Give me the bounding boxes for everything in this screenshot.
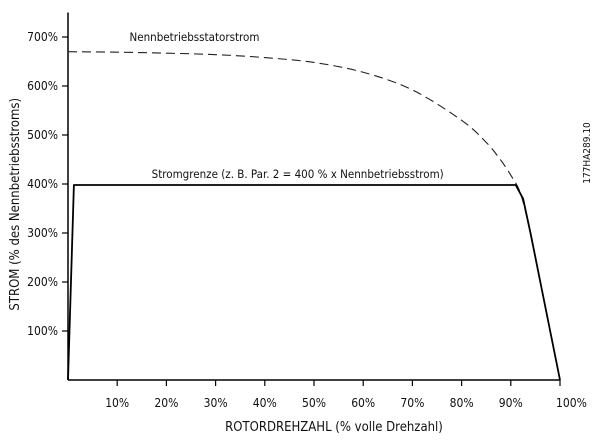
y-tick-label: 500%: [27, 128, 58, 142]
figure-code: 177HA289.10: [582, 122, 593, 184]
x-tick-label: 100%: [556, 396, 587, 410]
x-axis-title: ROTORDREHZAHL (% volle Drehzahl): [225, 420, 443, 435]
x-tick-label: 70%: [400, 396, 424, 410]
x-tick-label: 30%: [204, 396, 228, 410]
x-tick-label: 80%: [450, 396, 474, 410]
x-tick-label: 40%: [253, 396, 277, 410]
current-limit-curve: [67, 184, 561, 381]
x-tick-label: 50%: [302, 396, 326, 410]
y-tick-label: 300%: [27, 226, 58, 240]
x-tick-label: 90%: [499, 396, 523, 410]
x-tick-label: 20%: [154, 396, 178, 410]
y-tick-label: 100%: [27, 324, 58, 338]
series-group: [67, 51, 561, 381]
annotation-stator-current: Nennbetriebsstatorstrom: [130, 30, 260, 44]
annotations-group: Nennbetriebsstatorstrom Stromgrenze (z. B…: [130, 30, 444, 181]
x-tick-label: 60%: [351, 396, 375, 410]
x-axis-ticks: 10% 20% 30% 40% 50% 60% 70% 80% 90% 100%: [105, 380, 587, 410]
x-tick-label: 10%: [105, 396, 129, 410]
y-tick-label: 400%: [27, 177, 58, 191]
y-tick-label: 200%: [27, 275, 58, 289]
y-axis-title: STROM (% des Nennbetriebsstroms): [8, 98, 23, 311]
annotation-current-limit: Stromgrenze (z. B. Par. 2 = 400 % x Nenn…: [152, 167, 444, 181]
y-axis-ticks: 100% 200% 300% 400% 500% 600% 700%: [27, 30, 68, 338]
y-tick-label: 700%: [27, 30, 58, 44]
y-tick-label: 600%: [27, 79, 58, 93]
stator-current-curve: [67, 51, 561, 381]
